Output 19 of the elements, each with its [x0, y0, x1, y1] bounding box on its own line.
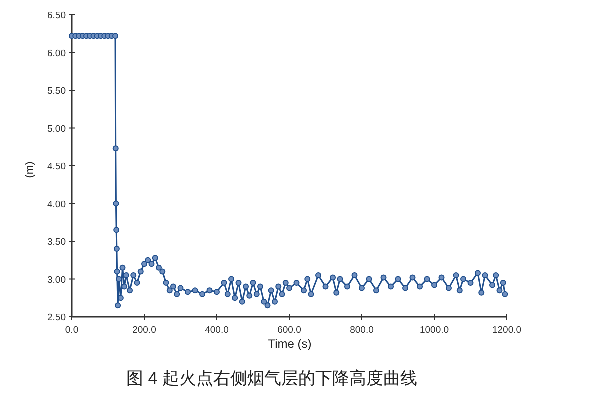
y-axis-title: (m) — [24, 162, 36, 178]
x-tick-label: 200.0 — [132, 325, 156, 336]
x-tick-label: 400.0 — [205, 325, 229, 336]
y-tick-label: 3.00 — [48, 274, 66, 286]
y-tick-label: 2.50 — [48, 312, 66, 324]
caption: 图 4 起火点右侧烟气层的下降高度曲线 — [126, 369, 418, 388]
y-tick-label: 5.50 — [48, 86, 66, 97]
x-axis-title: Time (s) — [268, 337, 312, 351]
x-tick-label: 0.0 — [65, 325, 79, 336]
x-tick-label: 600.0 — [278, 325, 302, 336]
x-tick-label: 800.0 — [350, 325, 374, 336]
y-tick-label: 4.50 — [48, 162, 66, 172]
y-tick-label: 5.00 — [48, 124, 66, 135]
y-tick-label: 3.50 — [48, 237, 66, 248]
x-tick-label: 1200.0 — [492, 325, 522, 336]
x-tick-label: 1000.0 — [420, 325, 450, 336]
y-tick-label: 6.00 — [48, 48, 66, 60]
y-tick-label: 6.50 — [48, 10, 66, 22]
y-tick-label: 4.00 — [48, 199, 66, 210]
